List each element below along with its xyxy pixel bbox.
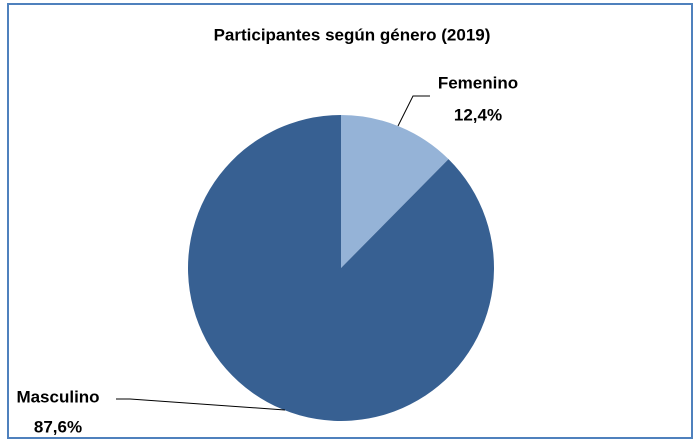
leader-line: [116, 398, 286, 411]
chart-title: Participantes según género (2019): [214, 25, 491, 44]
slice-label: Femenino: [438, 73, 518, 92]
slice-label: Masculino: [16, 387, 99, 406]
pie-slice: [188, 115, 495, 421]
slice-value-label: 12,4%: [454, 105, 502, 124]
pie-slice: [341, 115, 449, 268]
slice-value-label: 87,6%: [34, 417, 82, 436]
leader-line: [397, 95, 430, 127]
